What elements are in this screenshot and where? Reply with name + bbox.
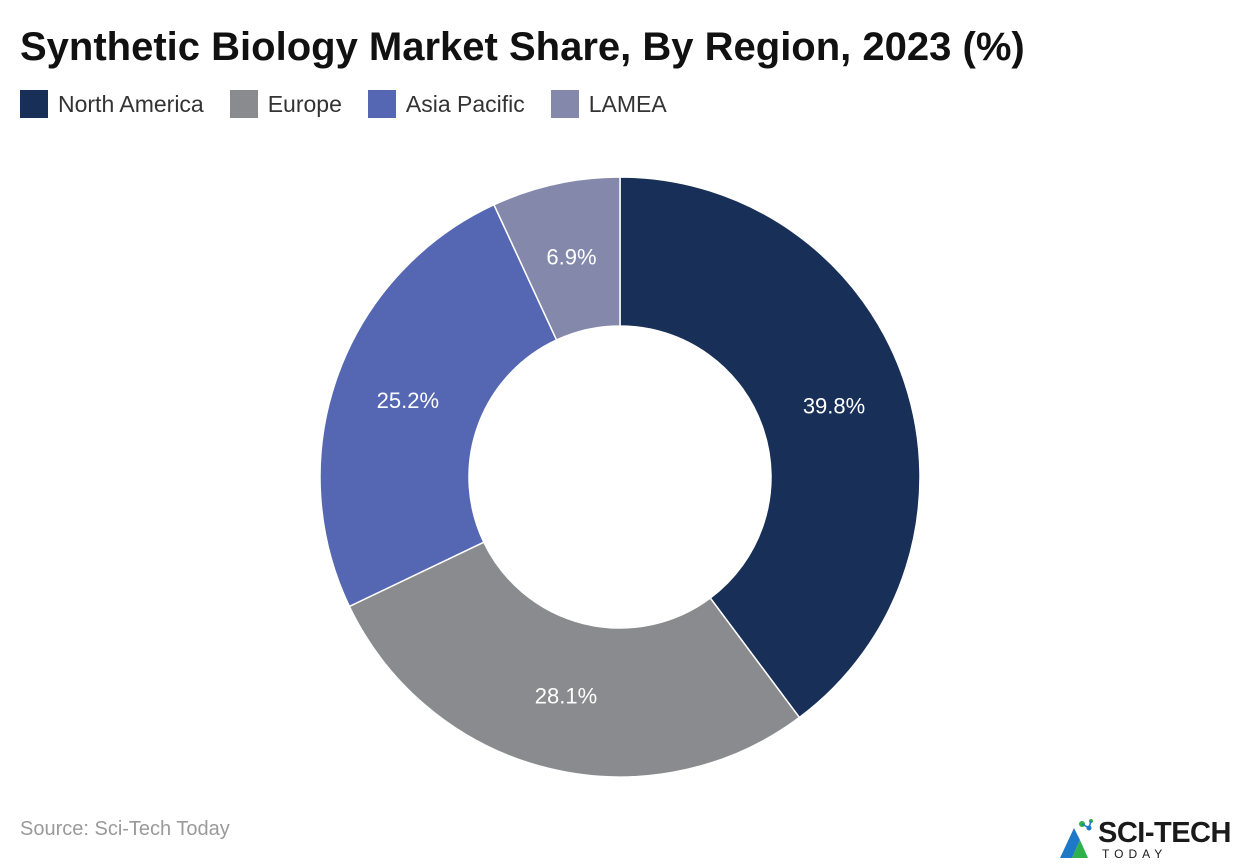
- legend-swatch: [550, 90, 579, 118]
- legend-swatch: [20, 90, 48, 118]
- slice-value-label: 28.1%: [535, 683, 597, 708]
- slice-asia-pacific: [319, 203, 558, 608]
- legend-swatch: [367, 90, 396, 118]
- source-note: Source: Sci-Tech Today: [20, 818, 230, 840]
- sci-tech-today-logo: SCI-TECH TODAY: [1058, 816, 1238, 862]
- legend-item: LAMEA: [550, 90, 667, 118]
- logo-text: SCI-TECH: [1098, 817, 1231, 849]
- legend-item: Asia Pacific: [367, 90, 525, 118]
- slice-value-label: 39.8%: [803, 393, 865, 418]
- legend-item: Europe: [229, 90, 342, 118]
- legend-label: North America: [58, 90, 204, 117]
- slice-value-label: 25.2%: [377, 388, 439, 413]
- legend-label: Asia Pacific: [405, 90, 525, 117]
- legend-swatch: [229, 90, 258, 118]
- slice-europe: [348, 541, 801, 778]
- slice-value-label: 6.9%: [546, 244, 596, 269]
- legend-label: LAMEA: [588, 90, 667, 117]
- chart-title: Synthetic Biology Market Share, By Regio…: [20, 25, 1025, 69]
- chart-legend: North America Europe Asia Pacific LAMEA: [20, 89, 667, 119]
- legend-label: Europe: [267, 90, 342, 117]
- logo-subtext: TODAY: [1102, 847, 1168, 861]
- slice-lamea: [492, 176, 621, 341]
- legend-item: North America: [20, 90, 204, 118]
- slice-north-america: [619, 176, 921, 719]
- logo-icon: [1060, 819, 1093, 858]
